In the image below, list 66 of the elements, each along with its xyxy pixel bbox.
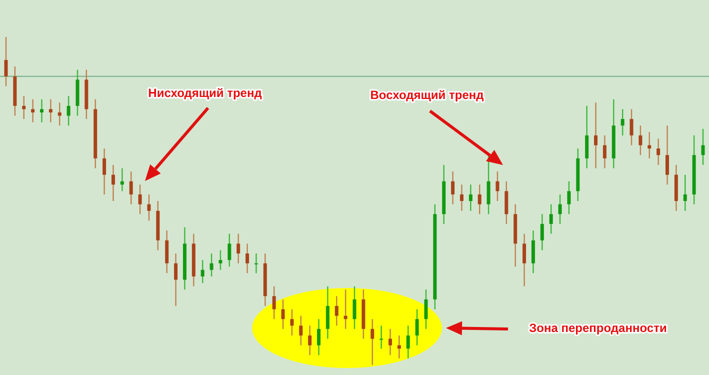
- candlestick: [210, 252, 214, 278]
- candlestick: [460, 184, 464, 212]
- candlestick: [218, 250, 222, 270]
- candlestick: [531, 230, 535, 274]
- candlestick: [370, 318, 374, 366]
- candlestick: [22, 95, 26, 120]
- candlestick: [451, 170, 455, 205]
- candlestick: [66, 95, 70, 126]
- candlestick: [380, 325, 384, 350]
- candlestick: [48, 98, 52, 123]
- candlestick: [254, 252, 258, 274]
- candlestick: [486, 154, 490, 215]
- candlestick: [344, 288, 348, 330]
- candlestick: [478, 184, 482, 215]
- candlestick: [406, 325, 410, 360]
- candlestick: [701, 128, 705, 166]
- annotation: Восходящий тренд: [370, 88, 484, 102]
- candlestick: [31, 98, 35, 123]
- candlestick: [602, 134, 606, 169]
- annotation: Нисходящий тренд: [148, 86, 262, 100]
- candlestick: [120, 168, 124, 192]
- candlestick: [290, 308, 294, 336]
- candlestick: [468, 184, 472, 212]
- candlestick: [656, 138, 660, 166]
- candlestick: [540, 214, 544, 251]
- candlestick: [594, 102, 598, 169]
- candlestick: [147, 194, 151, 222]
- candlestick: [334, 296, 338, 326]
- candlestick: [129, 170, 133, 205]
- candlestick: [138, 184, 142, 215]
- candlestick: [504, 180, 508, 225]
- candlestick: [200, 259, 204, 284]
- candlestick: [308, 325, 312, 356]
- candlestick: [272, 286, 276, 320]
- candlestick: [415, 308, 419, 346]
- candlestick: [620, 108, 624, 136]
- candlestick: [102, 148, 106, 196]
- candlestick: [397, 334, 401, 360]
- candlestick: [567, 180, 571, 215]
- candlestick: [666, 124, 670, 186]
- candlestick: [58, 102, 62, 126]
- candlestick: [281, 298, 285, 330]
- candlestick: [352, 286, 356, 330]
- candlestick: [228, 233, 232, 268]
- candlestick: [246, 243, 250, 274]
- candlestick: [638, 124, 642, 156]
- candlestick: [174, 252, 178, 307]
- candlestick: [111, 164, 115, 202]
- candlestick: [299, 315, 303, 346]
- candlestick: [236, 233, 240, 264]
- candlestick: [683, 174, 687, 212]
- annotation: Зона перепроданности: [529, 321, 667, 335]
- candlestick: [40, 98, 44, 123]
- candlestick: [424, 288, 428, 330]
- candlestick: [165, 230, 169, 274]
- candlestick: [522, 233, 526, 287]
- candlestick: [585, 105, 589, 169]
- candlestick: [630, 108, 634, 146]
- candlestick: [388, 328, 392, 356]
- candlestick: [4, 36, 8, 87]
- candlestick: [317, 318, 321, 356]
- candlestick: [648, 132, 652, 159]
- candlestick: [558, 194, 562, 225]
- candlestick: [326, 286, 330, 340]
- candlestick: [496, 170, 500, 202]
- candlestick: [549, 204, 553, 234]
